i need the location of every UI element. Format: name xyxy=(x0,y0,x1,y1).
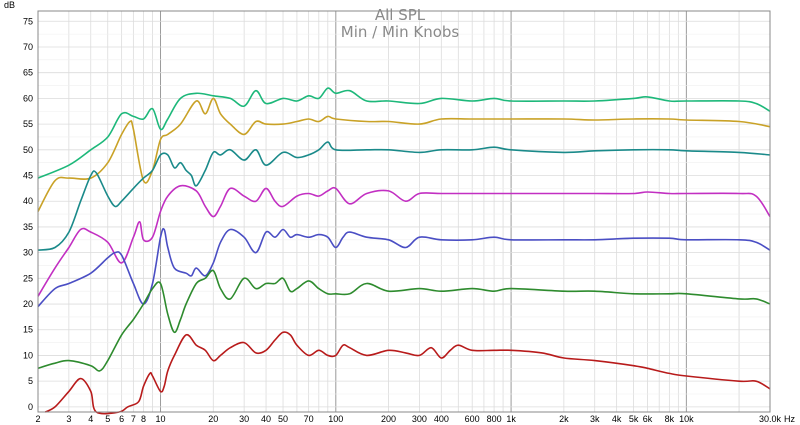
y-tick-label: 10 xyxy=(23,350,33,360)
y-axis-label: dB xyxy=(4,0,16,10)
x-tick-label: 8 xyxy=(141,414,146,424)
x-tick-label: 30.0k xyxy=(759,414,782,424)
x-tick-labels: 2 3 4 5 6 7 8 10 20 30 40 50 70 100 200 300 400 600 800 1k 2… xyxy=(35,414,781,424)
x-tick-label: 1k xyxy=(506,414,516,424)
x-tick-label: 10k xyxy=(679,414,694,424)
x-tick-label: 50 xyxy=(278,414,288,424)
y-tick-label: 65 xyxy=(23,68,33,78)
x-tick-label: 5 xyxy=(105,414,110,424)
x-tick-label: 3k xyxy=(590,414,600,424)
x-tick-label: 6 xyxy=(119,414,124,424)
y-tick-label: 55 xyxy=(23,119,33,129)
y-tick-label: 0 xyxy=(28,402,33,412)
y-tick-label: 30 xyxy=(23,248,33,258)
y-tick-label: 70 xyxy=(23,42,33,52)
y-tick-label: 50 xyxy=(23,145,33,155)
x-tick-label: 30 xyxy=(239,414,249,424)
x-tick-label: 8k xyxy=(665,414,675,424)
x-tick-label: 300 xyxy=(412,414,427,424)
y-tick-label: 40 xyxy=(23,196,33,206)
x-tick-label: 100 xyxy=(328,414,343,424)
series-line-7 xyxy=(44,331,771,415)
y-tick-label: 60 xyxy=(23,93,33,103)
y-tick-label: 45 xyxy=(23,171,33,181)
x-tick-label: 7 xyxy=(131,414,136,424)
series-line-1 xyxy=(37,87,771,179)
x-tick-label: 40 xyxy=(261,414,271,424)
x-tick-label: 4k xyxy=(612,414,622,424)
series-line-2 xyxy=(37,97,771,212)
x-tick-label: 2 xyxy=(35,414,40,424)
chart-subtitle: Min / Min Knobs xyxy=(340,23,460,41)
x-tick-label: 5k xyxy=(629,414,639,424)
x-tick-label: 200 xyxy=(381,414,396,424)
plot-frame xyxy=(37,10,771,413)
y-tick-label: 20 xyxy=(23,299,33,309)
chart-title: All SPL xyxy=(374,6,426,24)
series-line-4 xyxy=(37,184,771,297)
y-tick-label: 15 xyxy=(23,325,33,335)
x-tick-label: 400 xyxy=(434,414,449,424)
series-line-3 xyxy=(37,141,771,251)
x-tick-label: 20 xyxy=(208,414,218,424)
y-tick-label: 5 xyxy=(28,376,33,386)
y-tick-label: 75 xyxy=(23,16,33,26)
series-lines xyxy=(37,87,771,415)
x-tick-label: 6k xyxy=(643,414,653,424)
x-tick-label: 10 xyxy=(156,414,166,424)
x-tick-label: 2k xyxy=(559,414,569,424)
x-tick-label: 4 xyxy=(88,414,93,424)
x-axis-unit: Hz xyxy=(784,414,795,424)
x-tick-label: 600 xyxy=(465,414,480,424)
y-tick-label: 25 xyxy=(23,273,33,283)
x-tick-label: 3 xyxy=(66,414,71,424)
x-tick-label: 70 xyxy=(304,414,314,424)
series-line-6 xyxy=(37,269,771,372)
y-tick-label: 35 xyxy=(23,222,33,232)
y-tick-labels: 0 5 10 15 20 25 30 35 40 45 50 55 60 65 70 75 xyxy=(23,16,33,412)
x-tick-label: 800 xyxy=(487,414,502,424)
